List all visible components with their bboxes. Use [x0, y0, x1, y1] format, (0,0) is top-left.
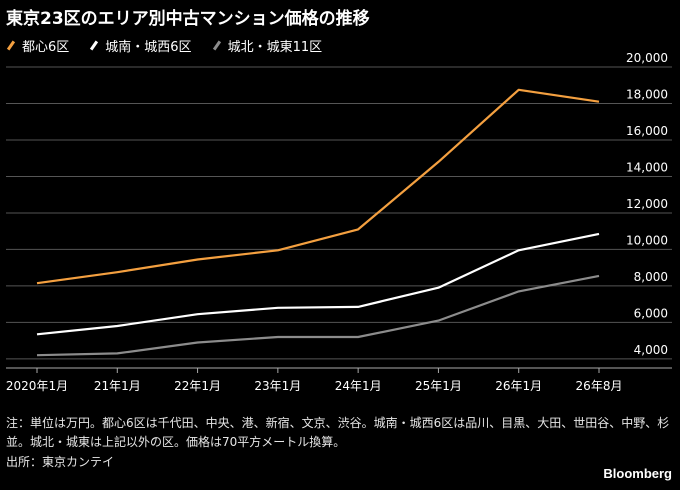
chart-legend: 都心6区 城南・城西6区 城北・城東11区	[6, 36, 322, 55]
legend-item-johoku: 城北・城東11区	[212, 36, 323, 55]
legend-item-jonan: 城南・城西6区	[89, 36, 192, 55]
legend-label-toshin: 都心6区	[22, 40, 70, 55]
y-tick-label: 10,000	[626, 233, 668, 247]
series-line-johoku	[36, 274, 600, 357]
legend-label-jonan: 城南・城西6区	[105, 40, 192, 55]
x-tick-label: 21年1月	[94, 379, 141, 393]
chart-title: 東京23区のエリア別中古マンション価格の推移	[6, 9, 370, 29]
legend-label-johoku: 城北・城東11区	[227, 40, 323, 55]
y-tick-label: 20,000	[626, 51, 668, 65]
y-tick-label: 16,000	[626, 124, 668, 138]
series-line-jonan	[36, 232, 600, 336]
y-tick-label: 14,000	[626, 160, 668, 174]
x-tick-label: 2020年1月	[6, 379, 68, 393]
x-tick-label: 23年1月	[254, 379, 301, 393]
chart-source: 出所：東京カンテイ	[6, 455, 115, 469]
y-tick-label: 6,000	[634, 306, 668, 320]
x-tick-label: 22年1月	[174, 379, 221, 393]
x-tick-label: 24年1月	[335, 379, 382, 393]
x-tick-label: 26年8月	[576, 379, 623, 393]
x-tick-label: 26年1月	[495, 379, 542, 393]
y-tick-label: 12,000	[626, 197, 668, 211]
series-line-toshin	[36, 88, 600, 285]
y-tick-label: 4,000	[634, 343, 668, 357]
y-tick-label: 18,000	[626, 87, 668, 101]
y-tick-label: 8,000	[634, 270, 668, 284]
x-tick-label: 25年1月	[415, 379, 462, 393]
chart-note: 注：単位は万円。都心6区は千代田、中央、港、新宿、文京、渋谷。城南・城西6区は品…	[6, 416, 670, 449]
legend-item-toshin: 都心6区	[6, 36, 69, 55]
brand-logo-text: Bloomberg	[603, 466, 672, 481]
